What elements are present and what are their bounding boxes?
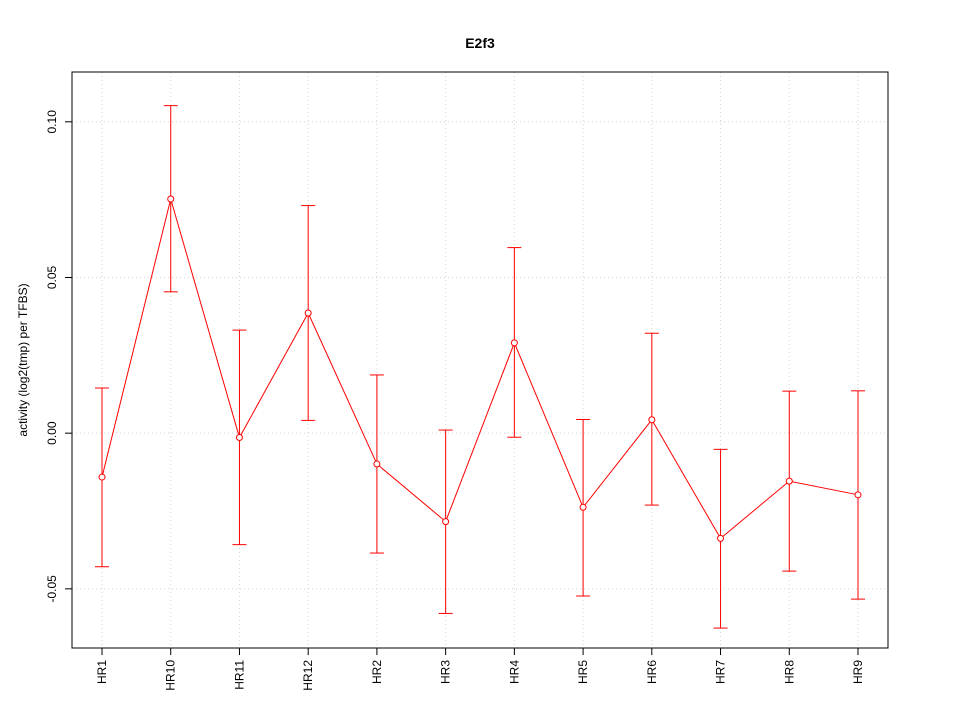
y-axis: -0.05 0.00 0.05 0.10 [45,110,72,603]
data-point [579,503,587,511]
y-tick-label: 0.10 [45,110,59,134]
data-point [648,416,656,424]
x-tick-label: HR10 [164,660,178,691]
x-tick-label: HR4 [507,660,521,684]
x-axis: HR1 HR10 HR11 HR12 HR2 HR3 HR4 HR5 HR6 HR7 HR8 HR9 [95,648,865,691]
data-point [98,473,106,481]
data-point [717,534,725,542]
x-tick-label: HR9 [851,660,865,684]
x-tick-label: HR2 [370,660,384,684]
data-point [304,309,312,317]
data-point [373,460,381,468]
x-tick-label: HR8 [782,660,796,684]
y-tick-label: -0.05 [45,575,59,603]
x-tick-label: HR3 [439,660,453,684]
x-tick-label: HR11 [232,660,246,690]
chart-title: E2f3 [465,35,495,51]
data-point [235,434,243,442]
plot-frame [71,71,889,649]
y-tick-label: 0.00 [45,421,59,445]
x-tick-label: HR5 [576,660,590,684]
data-point [785,477,793,485]
data-point [442,518,450,526]
data-point [510,339,518,347]
data-point [854,491,862,499]
x-tick-label: HR6 [645,660,659,684]
x-tick-label: HR12 [301,660,315,691]
x-tick-label: HR7 [714,660,728,684]
x-tick-label: HR1 [95,660,109,684]
data-series [95,105,865,629]
data-point [167,195,175,203]
y-tick-label: 0.05 [45,265,59,289]
series-line [101,197,859,540]
grid-lines [72,72,888,648]
y-axis-label: activity (log2(tmp) per TFBS) [16,283,30,436]
